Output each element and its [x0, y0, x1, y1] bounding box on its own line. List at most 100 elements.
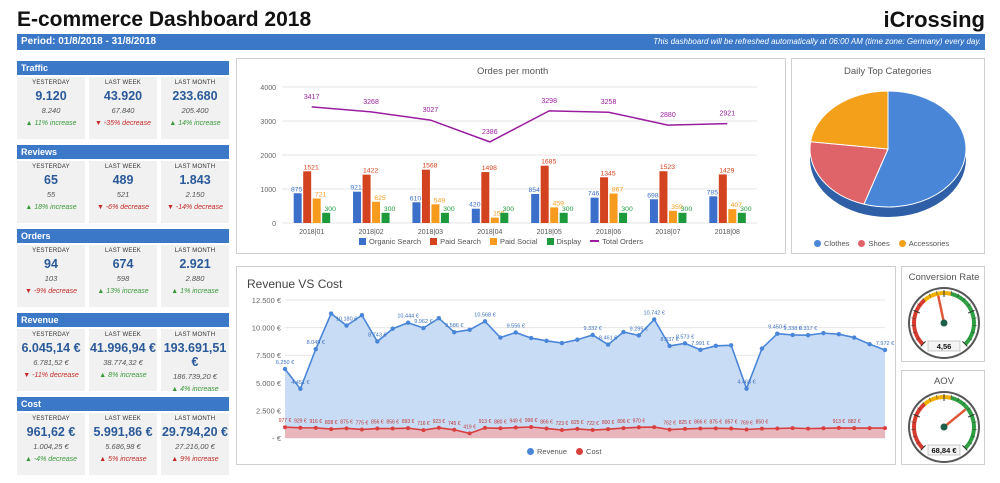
kpi-period-label: YESTERDAY [32, 416, 70, 422]
cost-data-label: 970 € [633, 418, 646, 424]
bar [471, 208, 480, 223]
bar [440, 212, 449, 223]
cost-data-label: 893 € [402, 419, 415, 425]
kpi-value: 961,62 € [26, 425, 76, 439]
kpi-value: 2.921 [179, 257, 211, 271]
revenue-point [282, 366, 288, 372]
revenue-data-label: 8.573 € [676, 334, 694, 340]
y-tick-label: 4000 [260, 85, 276, 92]
gauge-tick [936, 394, 938, 399]
kpi-period-label: LAST WEEK [104, 248, 142, 254]
kpi-cell: YESTERDAY 9.120 8.240 ▲ 11% increase [17, 77, 85, 139]
gauge-tick [971, 435, 976, 438]
cost-point [575, 426, 580, 431]
cost-data-label: 722 € [586, 421, 599, 427]
revenue-point [652, 317, 657, 322]
kpi-cell: LAST MONTH 1.843 2.150 ▼ -14% decrease [161, 161, 229, 223]
revenue-data-label: 9.295 € [630, 326, 648, 332]
kpi-columns: YESTERDAY 6.045,14 € 6.781,52 € ▼ -11% decr… [17, 327, 229, 393]
revenue-cost-title: Revenue VS Cost [247, 277, 343, 291]
kpi-previous-value: 67.840 [111, 106, 135, 115]
y-tick-label: 1000 [260, 187, 276, 194]
kpi-header: Traffic [17, 61, 229, 75]
gauge-tick [915, 337, 920, 341]
cost-data-label: 825 € [571, 420, 584, 426]
gauge-tick [956, 293, 960, 298]
cost-data-label: 875 € [710, 419, 723, 425]
cost-line [284, 426, 885, 435]
dashboard-header: E-commerce Dashboard 2018 iCrossing [17, 7, 985, 34]
gauge-tick [928, 397, 932, 402]
revenue-point [528, 335, 534, 341]
gauge-tick [911, 421, 916, 423]
cost-data-label: 949 € [510, 419, 523, 425]
bar-data-label: 1422 [363, 168, 378, 175]
kpi-change: ▼ -35% decrease [95, 120, 151, 127]
bar-data-label: 459 [553, 200, 565, 207]
kpi-columns: YESTERDAY 65 55 ▲ 18% increase LAST WEEK 489 5… [17, 159, 229, 223]
revenue-point [513, 330, 518, 335]
bar [718, 174, 727, 223]
cost-point [467, 431, 472, 436]
x-tick-label: 2018|04 [477, 229, 502, 236]
legend-label: Paid Search [440, 237, 481, 246]
kpi-previous-value: 103 [44, 274, 58, 283]
kpi-change: ▲ -4% decrease [24, 456, 78, 463]
gauge-tick [962, 297, 966, 302]
conversion-gauge-panel: Conversion Rate 4,56 [901, 266, 985, 362]
gauge-tick [936, 290, 938, 295]
gauge-value: 4,56 [937, 342, 952, 351]
legend-swatch [430, 238, 438, 245]
revenue-point [452, 329, 457, 335]
x-tick-label: 2018|03 [418, 229, 443, 236]
kpi-period-label: LAST WEEK [104, 416, 142, 422]
legend-swatch [527, 448, 534, 455]
revenue-point [436, 316, 442, 321]
revenue-point [421, 325, 426, 331]
gauge-needle [942, 408, 967, 429]
period-bar: Period: 01/8/2018 - 31/8/2018 This dashb… [17, 34, 985, 50]
bar [609, 193, 618, 223]
cost-point [867, 426, 872, 431]
aov-gauge: 68,84 € [908, 391, 980, 463]
kpi-previous-value: 27.216,00 € [175, 442, 215, 451]
legend-label: Clothes [824, 239, 850, 248]
cost-data-label: 857 € [725, 420, 738, 426]
kpi-reviews: Reviews YESTERDAY 65 55 ▲ 18% increase LAST W… [17, 145, 229, 223]
gauge-tick [971, 331, 976, 334]
kpi-value: 9.120 [35, 89, 67, 103]
kpi-value: 674 [112, 257, 134, 271]
bar [559, 212, 568, 223]
kpi-cell: LAST MONTH 193.691,51 € 186.739,20 € ▲ 4% i… [161, 329, 229, 393]
kpi-value: 1.843 [179, 173, 211, 187]
cost-data-label: 882 € [848, 419, 861, 425]
cost-point [744, 427, 749, 432]
cost-data-label: 762 € [663, 421, 676, 427]
gauge-band [912, 298, 926, 346]
revenue-line [284, 312, 886, 391]
legend-item: Accessories [898, 239, 949, 248]
revenue-data-label: 10.568 € [474, 312, 495, 318]
cost-data-label: 723 € [556, 421, 569, 427]
revenue-data-label: 9.317 € [799, 326, 817, 332]
legend-swatch [590, 240, 600, 242]
legend-item: Organic Search [359, 237, 421, 246]
bar-data-label: 875 [291, 186, 303, 193]
gauge-tick [962, 445, 968, 451]
cost-point [683, 426, 687, 431]
legend-item: Paid Social [489, 237, 538, 246]
gauge-value-box [927, 340, 961, 352]
bar-data-label: 159 [493, 211, 505, 218]
gauge-tick [967, 303, 971, 307]
cost-point [359, 427, 364, 432]
bar-data-label: 407 [731, 202, 743, 209]
bar [353, 191, 362, 223]
kpi-previous-value: 38.774,32 € [103, 358, 143, 367]
bar-data-label: 698 [647, 192, 659, 199]
cost-point [283, 425, 287, 430]
bar-data-label: 721 [315, 191, 327, 198]
bar [381, 212, 390, 223]
kpi-value: 489 [112, 173, 134, 187]
revenue-data-label: 9.556 € [507, 324, 525, 330]
bar [322, 212, 331, 223]
